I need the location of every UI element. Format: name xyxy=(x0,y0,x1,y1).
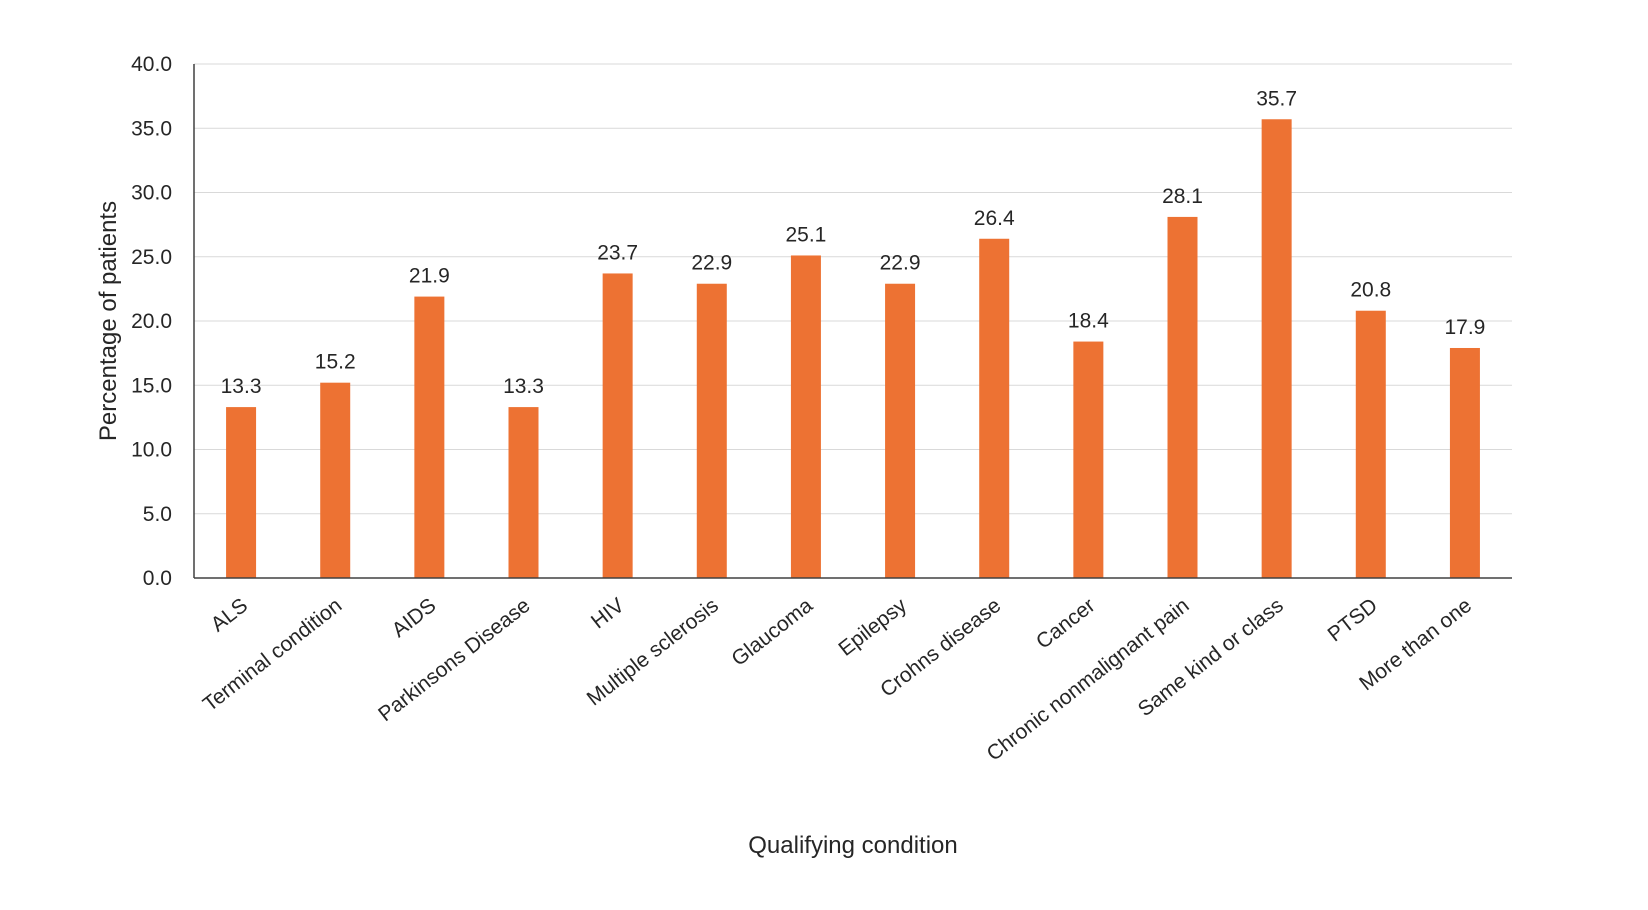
bar xyxy=(1355,310,1386,578)
y-axis-ticks: 0.0 5.0 10.0 15.0 20.0 25.0 30.0 35.0 40.0 xyxy=(131,53,172,590)
bar xyxy=(226,407,257,578)
bar xyxy=(1167,216,1198,579)
x-tick-label: Epilepsy xyxy=(834,594,911,661)
y-axis-title: Percentage of patients xyxy=(95,201,122,441)
x-tick-label: AIDS xyxy=(388,594,441,642)
data-label: 13.3 xyxy=(503,375,544,398)
bar xyxy=(1073,341,1104,578)
bar xyxy=(320,382,351,578)
x-tick-label: HIV xyxy=(587,594,629,634)
x-tick-label: ALS xyxy=(207,594,252,637)
y-tick-label: 15.0 xyxy=(131,374,172,397)
bar xyxy=(602,273,633,578)
bar xyxy=(696,283,727,578)
y-tick-label: 20.0 xyxy=(131,310,172,333)
data-label: 15.2 xyxy=(315,351,356,374)
bar xyxy=(1261,119,1292,578)
data-label: 21.9 xyxy=(409,265,450,288)
y-tick-label: 0.0 xyxy=(143,567,172,590)
data-label: 20.8 xyxy=(1350,279,1391,302)
data-label: 28.1 xyxy=(1162,185,1203,208)
y-tick-label: 25.0 xyxy=(131,246,172,269)
data-label: 23.7 xyxy=(597,241,638,264)
data-labels: 13.3 15.2 21.9 13.3 23.7 22.9 25.1 22.9 26.4 18.4… xyxy=(221,87,1486,398)
data-label: 26.4 xyxy=(974,207,1015,230)
gridlines xyxy=(194,63,1512,515)
x-tick-label: PTSD xyxy=(1324,594,1382,647)
bar xyxy=(885,283,916,578)
bar xyxy=(508,407,539,578)
x-tick-label: Parkinsons Disease xyxy=(374,594,534,726)
bar xyxy=(979,238,1010,578)
y-tick-label: 35.0 xyxy=(131,117,172,140)
data-label: 22.9 xyxy=(880,252,921,275)
x-tick-label: Glaucoma xyxy=(727,594,817,671)
y-tick-label: 30.0 xyxy=(131,182,172,205)
y-tick-label: 40.0 xyxy=(131,53,172,76)
bar xyxy=(790,255,821,578)
x-tick-label: Cancer xyxy=(1032,594,1100,654)
bars xyxy=(226,119,1480,579)
y-tick-label: 10.0 xyxy=(131,439,172,462)
data-label: 13.3 xyxy=(221,375,262,398)
x-axis-title: Qualifying condition xyxy=(748,832,957,859)
data-label: 35.7 xyxy=(1256,87,1297,110)
data-label: 22.9 xyxy=(691,252,732,275)
bar xyxy=(414,296,445,578)
data-label: 17.9 xyxy=(1444,316,1485,339)
data-label: 25.1 xyxy=(785,223,826,246)
data-label: 18.4 xyxy=(1068,310,1109,333)
y-tick-label: 5.0 xyxy=(143,503,172,526)
bar xyxy=(1449,347,1480,578)
